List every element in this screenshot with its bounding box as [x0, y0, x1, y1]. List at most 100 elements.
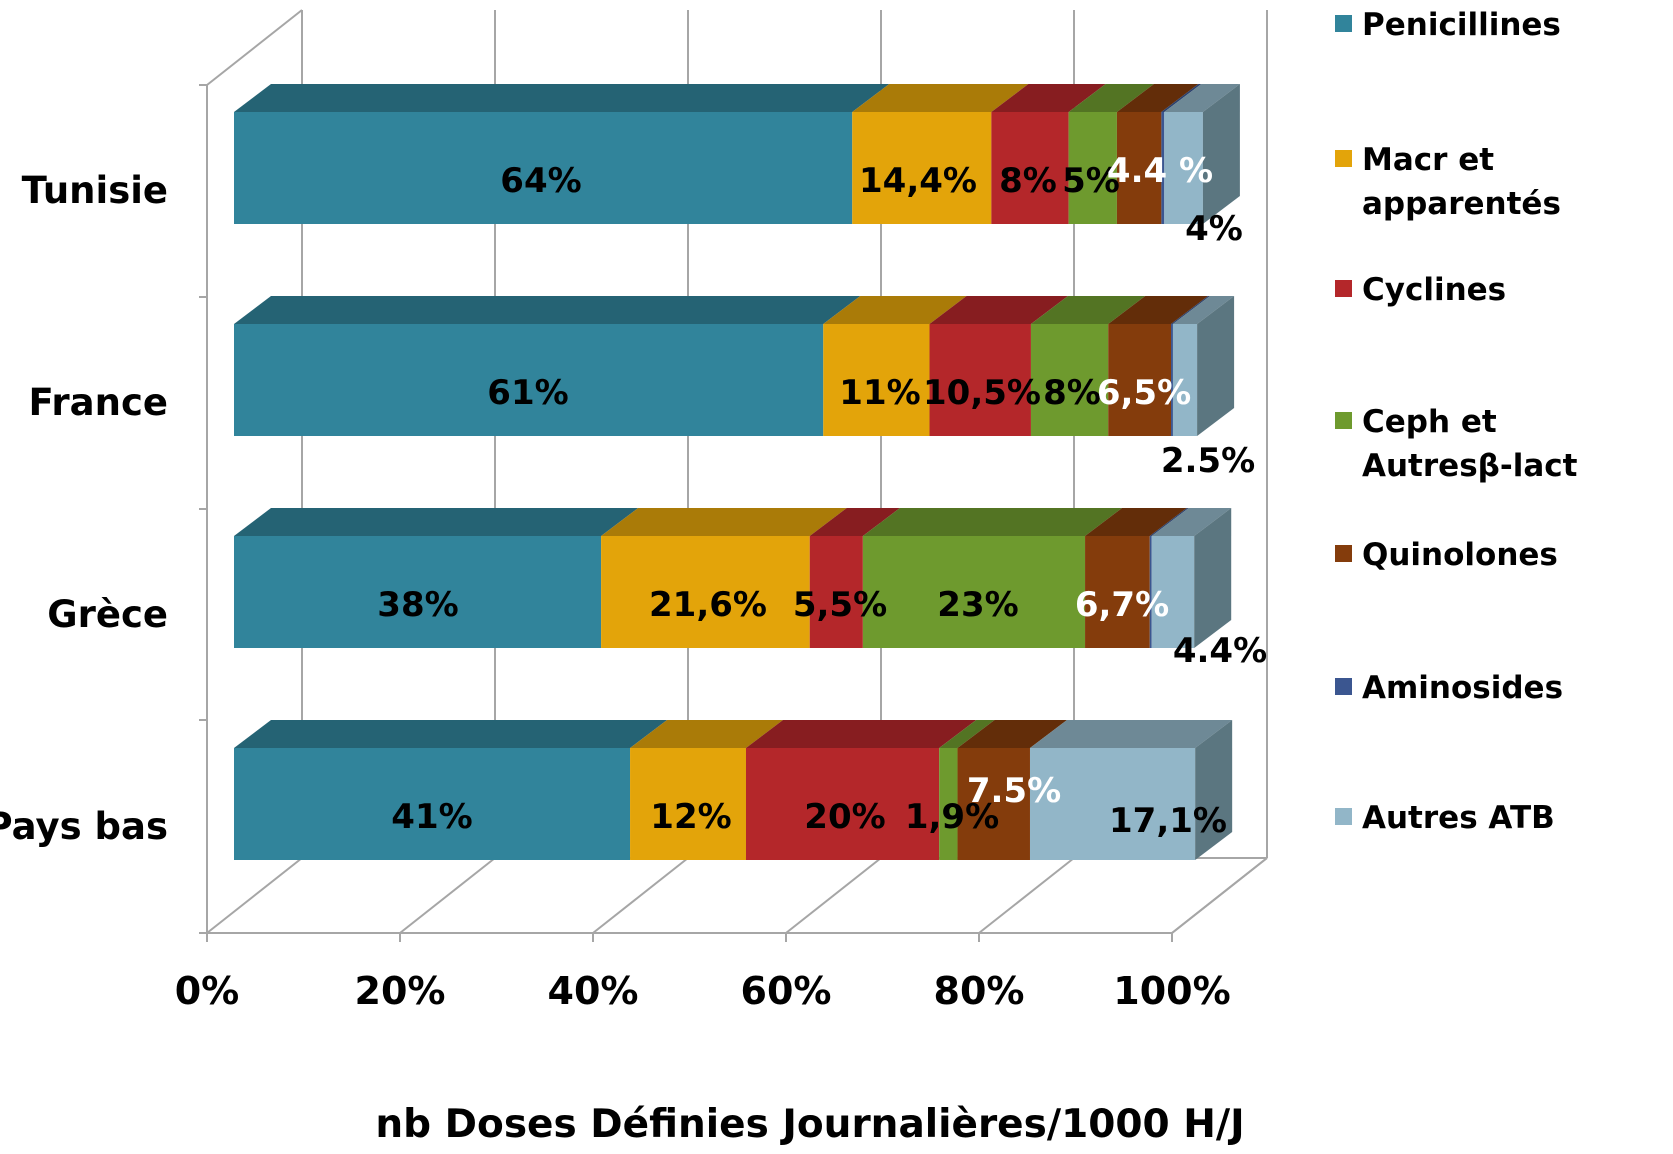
data-label: 14,4% [859, 161, 977, 201]
legend-swatch [1335, 545, 1352, 562]
gridline-floor [1171, 857, 1268, 934]
bar-segment [1068, 112, 1117, 224]
bar-group-tunisie [234, 84, 1240, 224]
bar-side [1202, 84, 1240, 224]
category-labels: Tunisie France Grèce Pays bas [0, 169, 168, 848]
bar-segment-top [939, 720, 995, 748]
legend-label: Macr et apparentés [1362, 142, 1561, 222]
gridline-floor [785, 857, 882, 934]
bar-side [1197, 296, 1235, 436]
bar-segment [234, 536, 602, 648]
bar-segment [234, 748, 631, 860]
bar-segment [862, 536, 1086, 648]
data-label: 61% [487, 373, 568, 413]
bar-segment-top [957, 720, 1067, 748]
legend-item-penicillines: Penicillines [1335, 7, 1561, 43]
category-label: France [29, 381, 169, 424]
bar-segment [1030, 324, 1109, 436]
bars [234, 84, 1240, 860]
data-label: 1,9% [905, 797, 999, 837]
legend-label: Quinolones [1362, 537, 1558, 573]
bar-segment-top [1029, 720, 1233, 748]
segment-labels: 64% 14,4% 8% 5%4.4 %4%61% 11% 10,5% 8%6,5%2.5%… [377, 151, 1267, 841]
category-label: Grèce [47, 593, 168, 636]
legend-label: Ceph et Autresβ-lact [1362, 404, 1578, 484]
bar-segment [823, 324, 930, 436]
legend-item-cyclines: Cyclines [1335, 272, 1506, 308]
bar-segment [1029, 748, 1196, 860]
bar-segment-top [809, 508, 900, 536]
data-label: 6,5% [1097, 373, 1191, 413]
data-label: 6,7% [1075, 585, 1169, 625]
bar-group-gre-ce [234, 508, 1232, 648]
bar-segment [939, 748, 958, 860]
bar-side [1195, 720, 1233, 860]
bar-segment-top [234, 508, 639, 536]
bar-segment-top [1161, 84, 1202, 112]
data-label: 12% [650, 797, 731, 837]
data-label: 4% [1185, 209, 1243, 249]
bar-segment [601, 536, 810, 648]
data-label: 4.4 % [1107, 151, 1213, 191]
legend-item-macr-et-apparente-s: Macr et apparentés [1335, 142, 1561, 222]
bar-segment [1085, 536, 1150, 648]
bar-segment [991, 112, 1069, 224]
data-label: 38% [377, 585, 458, 625]
bar-segment [745, 748, 940, 860]
x-tick-label: 40% [548, 969, 639, 1013]
bar-segment-top [745, 720, 977, 748]
data-label: 8% [999, 161, 1057, 201]
bar-segment-top [601, 508, 847, 536]
bar-segment-top [1068, 84, 1154, 112]
gridline-floor [592, 857, 689, 934]
bar-segment [1171, 324, 1173, 436]
bar-group-france [234, 296, 1235, 436]
x-tick-label: 20% [355, 969, 446, 1013]
legend-swatch [1335, 150, 1352, 167]
legend-swatch [1335, 808, 1352, 825]
category-label: Tunisie [22, 169, 168, 212]
legend-swatch [1335, 412, 1352, 429]
bar-segment-top [1116, 84, 1199, 112]
bar-segment [1108, 324, 1172, 436]
data-label: 5% [1062, 161, 1120, 201]
x-tick-label: 0% [175, 969, 240, 1013]
x-axis-title: nb Doses Définies Journalières/1000 H/J [375, 1102, 1244, 1147]
legend-item-ceph-et-autres-lact: Ceph et Autresβ-lact [1335, 404, 1578, 484]
bar-segment [1161, 112, 1165, 224]
bar-segment-top [1149, 508, 1189, 536]
data-label: 20% [804, 797, 885, 837]
bar-segment [1116, 112, 1162, 224]
bar-segment-top [1151, 508, 1232, 536]
x-tick-label: 60% [741, 969, 832, 1013]
data-label: 11% [839, 373, 920, 413]
bar-segment-top [1085, 508, 1187, 536]
bar-segment-top [862, 508, 1123, 536]
bar-segment [234, 324, 824, 436]
gridline-floor [206, 857, 303, 934]
legend-label: Aminosides [1362, 670, 1563, 706]
x-tick-label: 80% [934, 969, 1025, 1013]
data-label: 4.4% [1173, 631, 1267, 671]
data-label: 17,1% [1109, 801, 1227, 841]
legend-item-autres-atb: Autres ATB [1335, 800, 1555, 836]
category-label: Pays bas [0, 805, 168, 848]
data-label: 7.5% [967, 771, 1061, 811]
legend-swatch [1335, 15, 1352, 32]
bar-segment [929, 324, 1031, 436]
bar-segment-top [1172, 296, 1235, 324]
bar-segment-top [991, 84, 1106, 112]
data-label: 21,6% [649, 585, 767, 625]
bar-segment-top [234, 84, 890, 112]
bar-segment [630, 748, 746, 860]
data-label: 2.5% [1161, 441, 1255, 481]
legend: Penicillines Macr et apparentés Cyclines Cep… [1335, 7, 1578, 836]
bar-segment-top [234, 720, 668, 748]
x-tick-label: 100% [1113, 969, 1230, 1013]
bar-segment-top [852, 84, 1029, 112]
legend-label: Penicillines [1362, 7, 1561, 43]
bar-segment [234, 112, 853, 224]
bar-segment-top [630, 720, 783, 748]
data-label: 8% [1043, 373, 1101, 413]
legend-label: Autres ATB [1362, 800, 1555, 836]
